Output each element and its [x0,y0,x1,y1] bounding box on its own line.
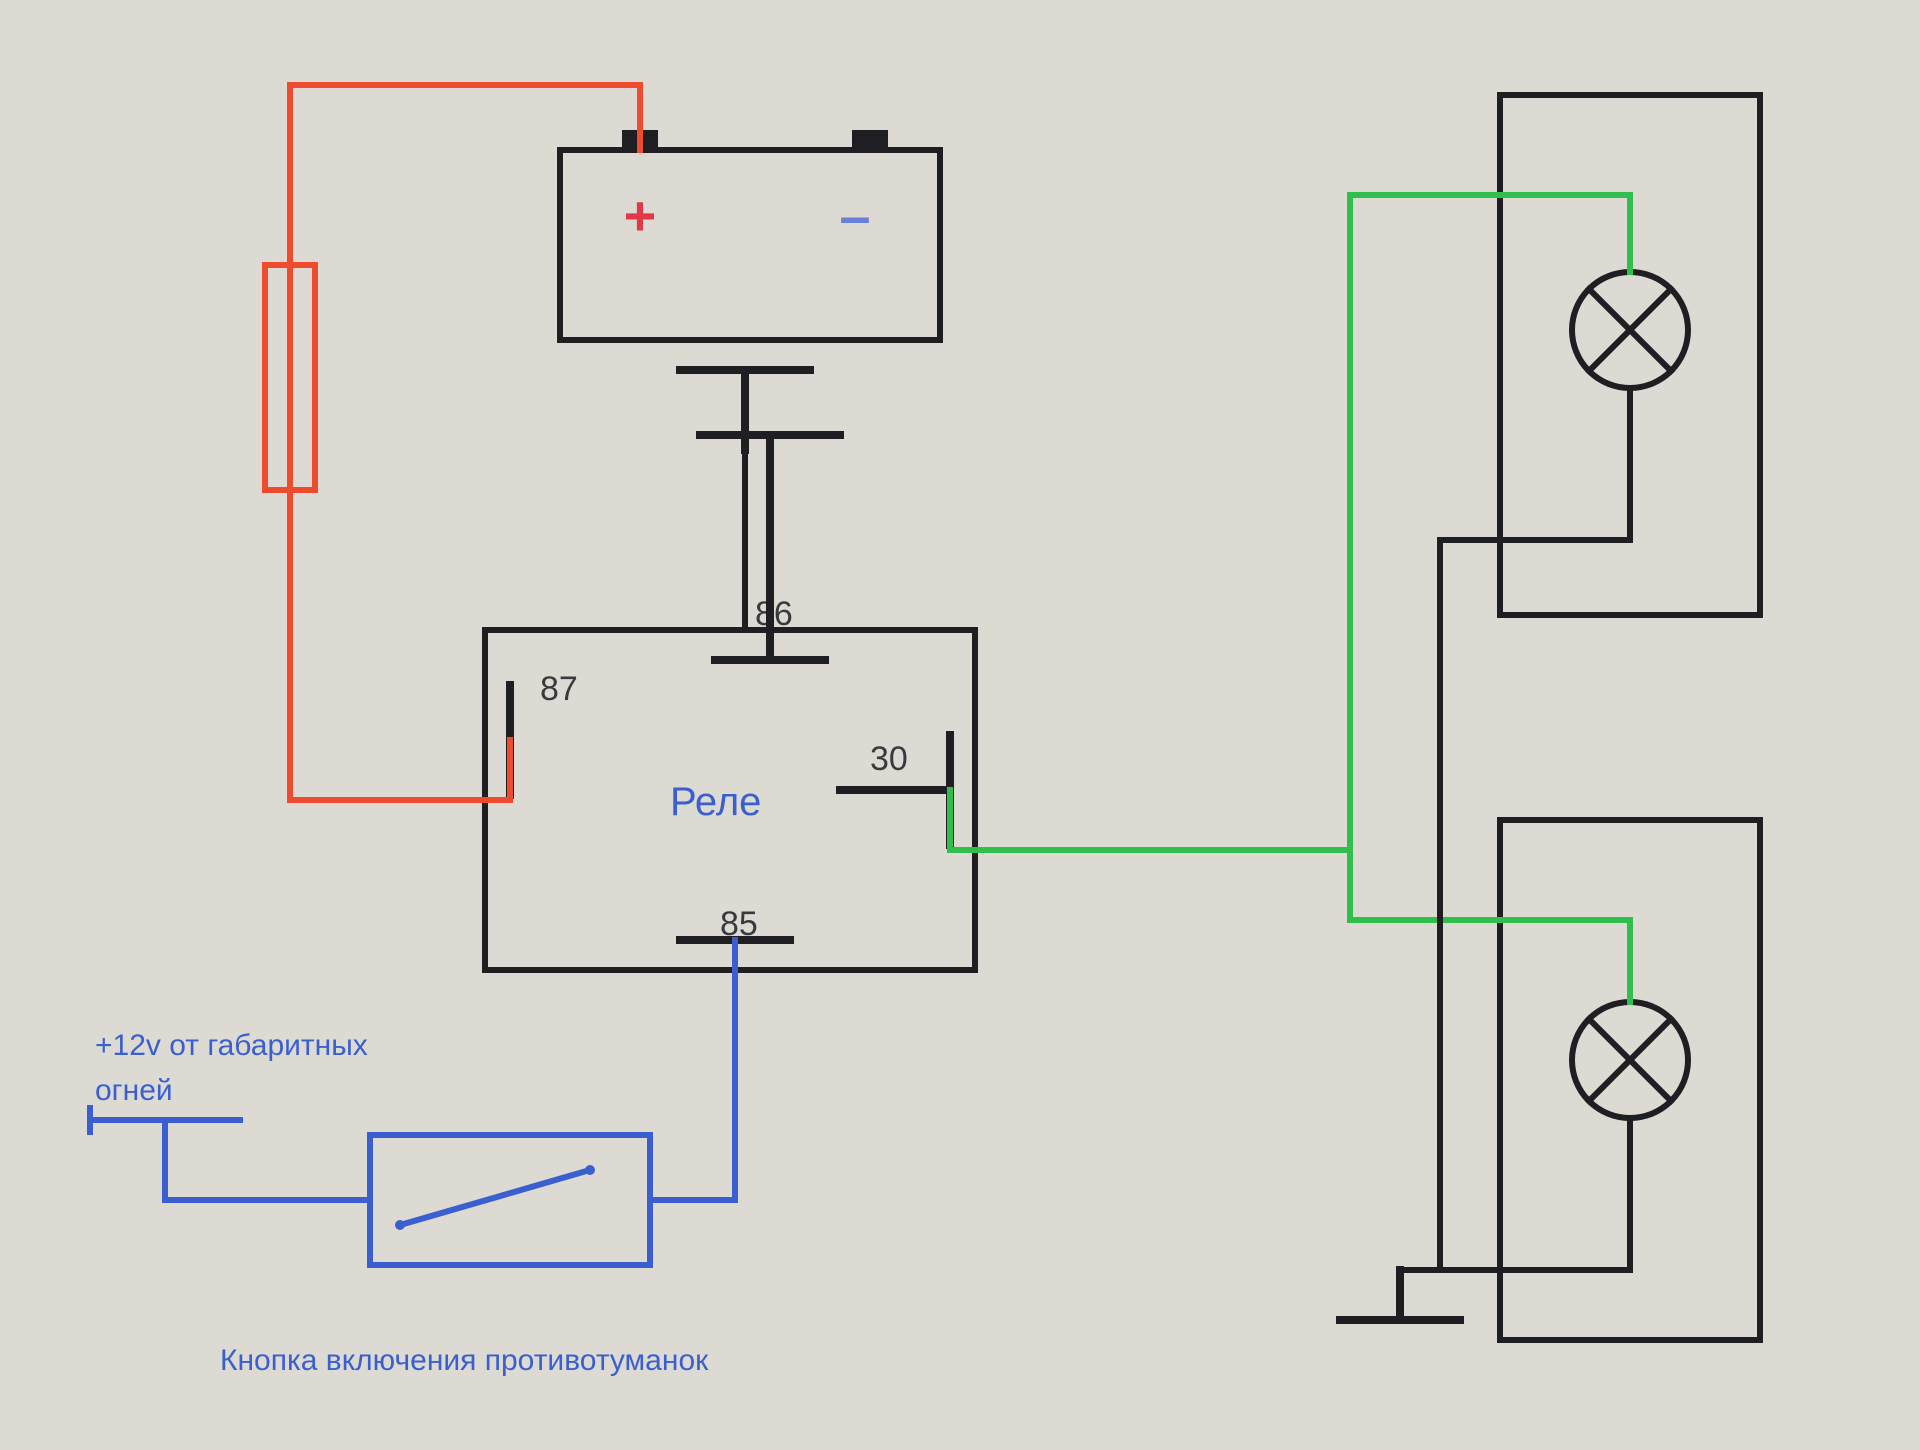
svg-text:Реле: Реле [670,780,761,824]
svg-text:+: + [624,184,657,247]
svg-text:87: 87 [540,670,578,708]
svg-text:30: 30 [870,740,908,778]
svg-text:Кнопка включения противотумано: Кнопка включения противотуманок [220,1344,709,1377]
svg-text:–: – [839,184,870,247]
svg-text:+12v от габаритных: +12v от габаритных [95,1029,368,1062]
svg-text:огней: огней [95,1074,173,1107]
svg-text:85: 85 [720,905,758,943]
wiring-diagram: +–Реле86873085+12v от габаритныхогнейКно… [0,0,1920,1450]
